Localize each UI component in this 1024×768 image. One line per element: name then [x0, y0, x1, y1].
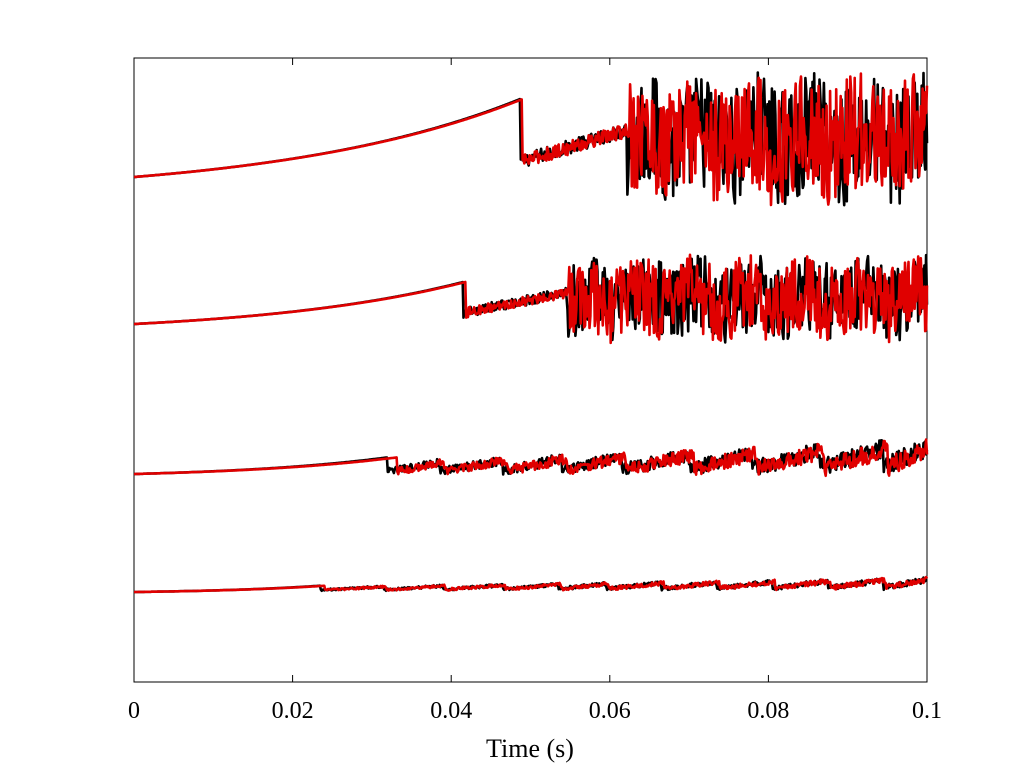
x-tick-label: 0.06 — [589, 698, 631, 724]
x-tick-label: 0.04 — [430, 698, 472, 724]
x-tick-label: 0 — [128, 698, 140, 724]
red-trace-1 — [133, 72, 929, 207]
x-tick-label: 0.1 — [912, 698, 942, 724]
red-trace-3 — [133, 438, 929, 478]
red-trace-2 — [133, 253, 929, 345]
x-tick-label: 0.02 — [272, 698, 314, 724]
x-tick-label: 0.08 — [747, 698, 789, 724]
red-trace-4 — [133, 575, 929, 594]
series-layer — [133, 71, 929, 594]
x-axis-label: Time (s) — [486, 734, 574, 763]
x-axis-ticks: 0 0.02 0.04 0.06 0.08 0.1 — [128, 58, 942, 724]
